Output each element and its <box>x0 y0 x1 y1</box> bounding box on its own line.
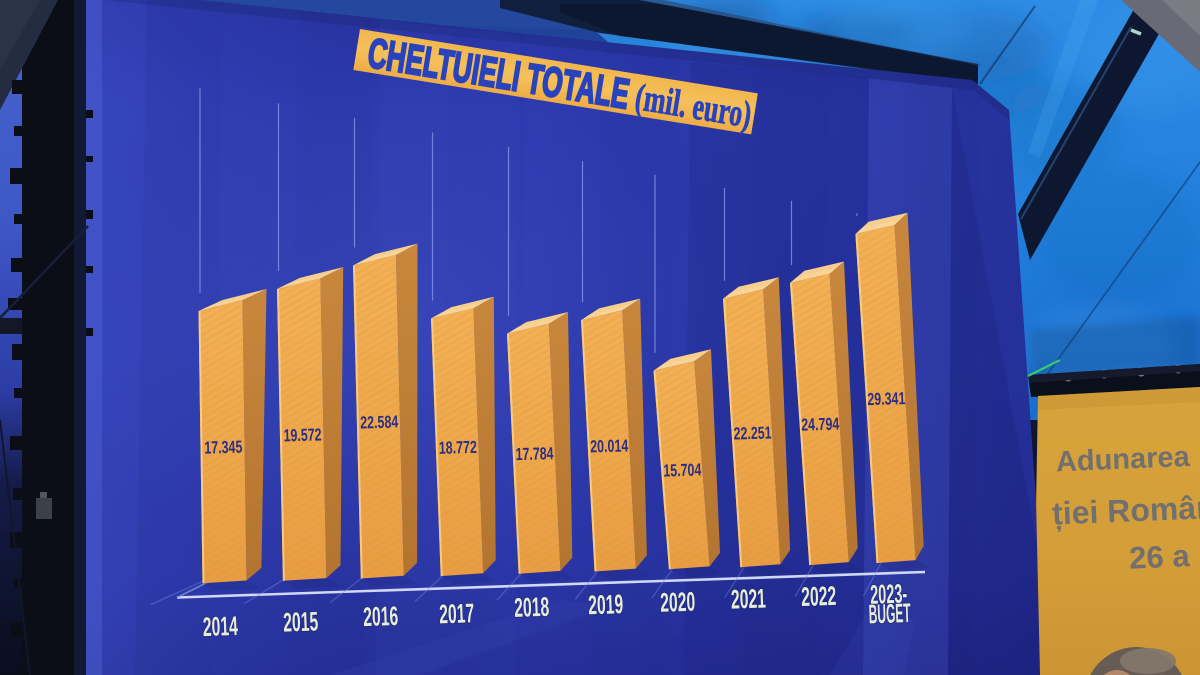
svg-text:17.784: 17.784 <box>515 443 554 464</box>
svg-text:Adunarea: Adunarea <box>1055 441 1191 478</box>
svg-text:22.251: 22.251 <box>733 423 772 444</box>
svg-text:2021: 2021 <box>730 583 766 614</box>
svg-text:22.584: 22.584 <box>360 412 399 433</box>
svg-text:15.704: 15.704 <box>663 460 702 481</box>
svg-text:2016: 2016 <box>363 601 399 632</box>
svg-text:24.794: 24.794 <box>801 414 840 435</box>
svg-text:2020: 2020 <box>660 587 696 618</box>
svg-text:20.014: 20.014 <box>590 435 629 456</box>
svg-text:2014: 2014 <box>202 611 238 642</box>
svg-text:18.772: 18.772 <box>439 437 478 458</box>
svg-text:2019: 2019 <box>588 589 624 620</box>
svg-text:29.341: 29.341 <box>867 388 906 409</box>
svg-text:2023-: 2023- <box>870 579 908 610</box>
svg-text:26 a: 26 a <box>1129 538 1191 575</box>
svg-text:2017: 2017 <box>439 598 475 629</box>
svg-text:2018: 2018 <box>514 592 550 623</box>
svg-text:BUGET: BUGET <box>868 598 911 629</box>
svg-text:19.572: 19.572 <box>283 424 322 445</box>
svg-text:17.345: 17.345 <box>204 437 243 458</box>
svg-text:2022: 2022 <box>801 581 837 612</box>
svg-text:2015: 2015 <box>283 606 319 637</box>
svg-text:ției Român: ției Român <box>1051 489 1200 532</box>
